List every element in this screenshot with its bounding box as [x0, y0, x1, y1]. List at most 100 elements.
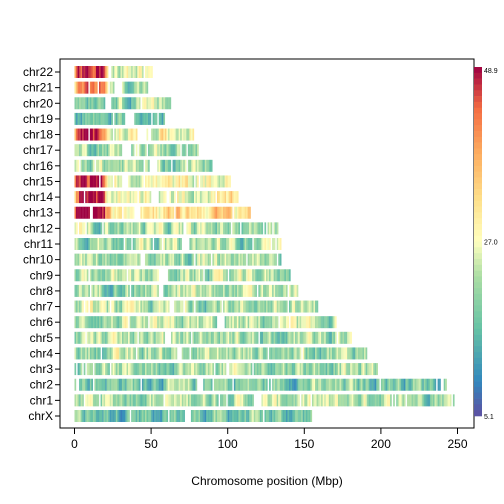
bin-chr19-51	[152, 112, 155, 125]
bin-chr4-174	[341, 347, 343, 360]
bin-chr3-78	[194, 363, 196, 376]
bin-chr2-62	[169, 378, 172, 391]
bin-chr10-36	[129, 253, 132, 266]
bin-chr6-157	[315, 316, 317, 329]
bin-chr7-65	[174, 300, 176, 313]
bin-chr16-54	[157, 159, 159, 172]
bin-chr5-91	[213, 331, 216, 344]
bin-chr7-79	[195, 300, 198, 313]
bin-chr1-194	[371, 394, 374, 407]
bin-chr6-130	[273, 316, 276, 329]
bin-chr20-47	[146, 97, 149, 110]
bin-chrX-78	[194, 410, 196, 422]
bin-chr2-120	[258, 378, 261, 391]
bin-chr14-47	[146, 191, 149, 204]
bin-chr1-235	[434, 394, 437, 407]
bin-chr7-148	[301, 300, 303, 313]
bin-chr9-127	[269, 269, 271, 282]
bin-chr8-41	[137, 284, 139, 297]
bin-chr9-67	[177, 269, 179, 282]
bin-chr6-7	[85, 316, 87, 329]
bin-chr6-122	[261, 316, 264, 329]
bin-chr14-12	[92, 191, 95, 204]
bin-chrX-134	[279, 410, 282, 422]
bin-chr12-116	[252, 222, 254, 235]
row-chr17	[74, 144, 199, 157]
bin-chr21-24	[111, 81, 113, 94]
bin-chr19-10	[89, 112, 92, 125]
bin-chr14-40	[135, 191, 138, 204]
bin-chr5-37	[131, 331, 133, 344]
bin-chr13-72	[184, 206, 187, 219]
bin-chr11-103	[232, 238, 234, 250]
bin-chr17-48	[148, 144, 150, 157]
bin-chr2-93	[216, 378, 219, 391]
bin-chrX-13	[94, 410, 97, 422]
bin-chr4-178	[347, 347, 349, 360]
bin-chr8-21	[106, 284, 109, 297]
bin-chr2-19	[103, 378, 106, 391]
bin-chr10-83	[201, 253, 204, 266]
bin-chr10-35	[128, 253, 130, 266]
bin-chr7-145	[296, 300, 299, 313]
bin-chr3-112	[246, 363, 248, 376]
bin-chr1-61	[167, 394, 170, 407]
bin-chr13-75	[189, 206, 192, 219]
bin-chr16-47	[146, 159, 149, 172]
bin-chr3-137	[284, 363, 287, 376]
bin-chr1-67	[177, 394, 179, 407]
bin-chr8-17	[100, 284, 103, 297]
bin-chr2-114	[249, 378, 251, 391]
bin-chr8-123	[262, 284, 265, 297]
bin-chr16-65	[174, 159, 176, 172]
bin-chr9-95	[220, 269, 222, 282]
bin-chr2-176	[344, 378, 346, 391]
y-label-chr8: chr8	[30, 284, 54, 298]
bin-chr3-184	[356, 363, 359, 376]
bin-chr18-0	[74, 128, 77, 141]
bin-chr6-67	[177, 316, 179, 329]
bin-chr8-25	[112, 284, 115, 297]
bin-chr16-74	[187, 159, 190, 172]
bin-chr11-41	[137, 238, 139, 250]
bin-chr17-51	[152, 144, 155, 157]
bin-chr9-137	[284, 269, 287, 282]
bin-chr1-203	[385, 394, 388, 407]
bin-chrX-104	[233, 410, 236, 422]
bin-chr10-57	[161, 253, 164, 266]
bin-chr13-56	[160, 206, 162, 219]
bin-chr5-54	[157, 331, 159, 344]
bin-chr11-63	[171, 238, 173, 250]
bin-chr12-40	[135, 222, 138, 235]
bin-chr16-24	[111, 159, 113, 172]
bin-chr3-179	[348, 363, 351, 376]
bin-chr17-24	[111, 144, 113, 157]
bin-chrX-87	[207, 410, 210, 422]
bin-chr2-37	[131, 378, 133, 391]
bin-chr18-65	[174, 128, 176, 141]
bin-chr13-21	[106, 206, 109, 219]
y-label-chr7: chr7	[30, 300, 54, 314]
bin-chr3-124	[264, 363, 267, 376]
bin-chr7-18	[102, 300, 104, 313]
bin-chr4-171	[336, 347, 339, 360]
y-label-chr5: chr5	[30, 331, 54, 345]
bin-chr7-83	[201, 300, 204, 313]
bin-chr1-148	[301, 394, 303, 407]
scale-label-min: 5.1	[484, 414, 494, 421]
bin-chr15-27	[115, 175, 118, 188]
bin-chrX-99	[226, 410, 228, 422]
bin-chr3-128	[270, 363, 273, 376]
bin-chr16-1	[76, 159, 78, 172]
bin-chr6-45	[143, 316, 146, 329]
bin-chr7-32	[123, 300, 126, 313]
scale-swatch	[474, 270, 482, 277]
color-scale: 48.927.05.1	[474, 67, 498, 421]
bin-chr3-194	[371, 363, 374, 376]
bin-chr17-71	[183, 144, 185, 157]
bin-chr14-69	[180, 191, 182, 204]
bin-chr5-3	[79, 331, 81, 344]
bin-chr10-70	[181, 253, 184, 266]
bin-chr14-37	[131, 191, 133, 204]
bin-chr15-22	[108, 175, 110, 188]
